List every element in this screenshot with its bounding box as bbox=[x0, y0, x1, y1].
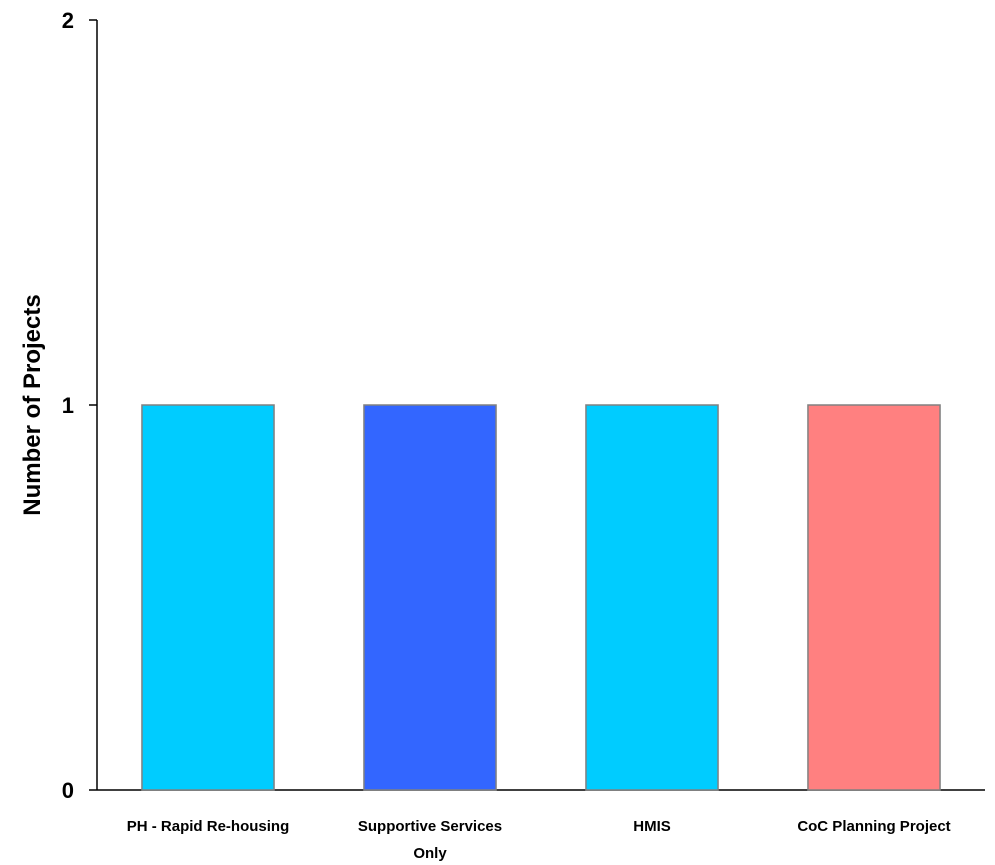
x-tick-label-line: CoC Planning Project bbox=[797, 818, 950, 835]
x-tick-label: CoC Planning Project bbox=[797, 818, 950, 835]
y-axis-title: Number of Projects bbox=[19, 294, 46, 515]
x-tick-label-line: Only bbox=[413, 845, 447, 862]
bar bbox=[141, 404, 275, 791]
x-tick-label: Supportive Services Only bbox=[358, 818, 502, 862]
y-axis: 0 1 2 bbox=[62, 8, 98, 803]
x-tick-label-line: Supportive Services bbox=[358, 818, 502, 835]
x-tick-label: PH - Rapid Re-housing bbox=[127, 818, 290, 835]
y-axis-title-group: Number of Projects bbox=[19, 294, 46, 515]
bars bbox=[141, 404, 941, 791]
bar bbox=[585, 404, 719, 791]
y-tick-label: 0 bbox=[62, 778, 74, 803]
x-axis: PH - Rapid Re-housing Supportive Services… bbox=[97, 789, 985, 862]
x-tick-label: HMIS bbox=[633, 818, 671, 835]
y-tick-label: 2 bbox=[62, 8, 74, 33]
bar bbox=[807, 404, 941, 791]
x-tick-label-line: PH - Rapid Re-housing bbox=[127, 818, 290, 835]
bar bbox=[363, 404, 497, 791]
x-tick-label-line: HMIS bbox=[633, 818, 671, 835]
y-tick-label: 1 bbox=[62, 393, 74, 418]
